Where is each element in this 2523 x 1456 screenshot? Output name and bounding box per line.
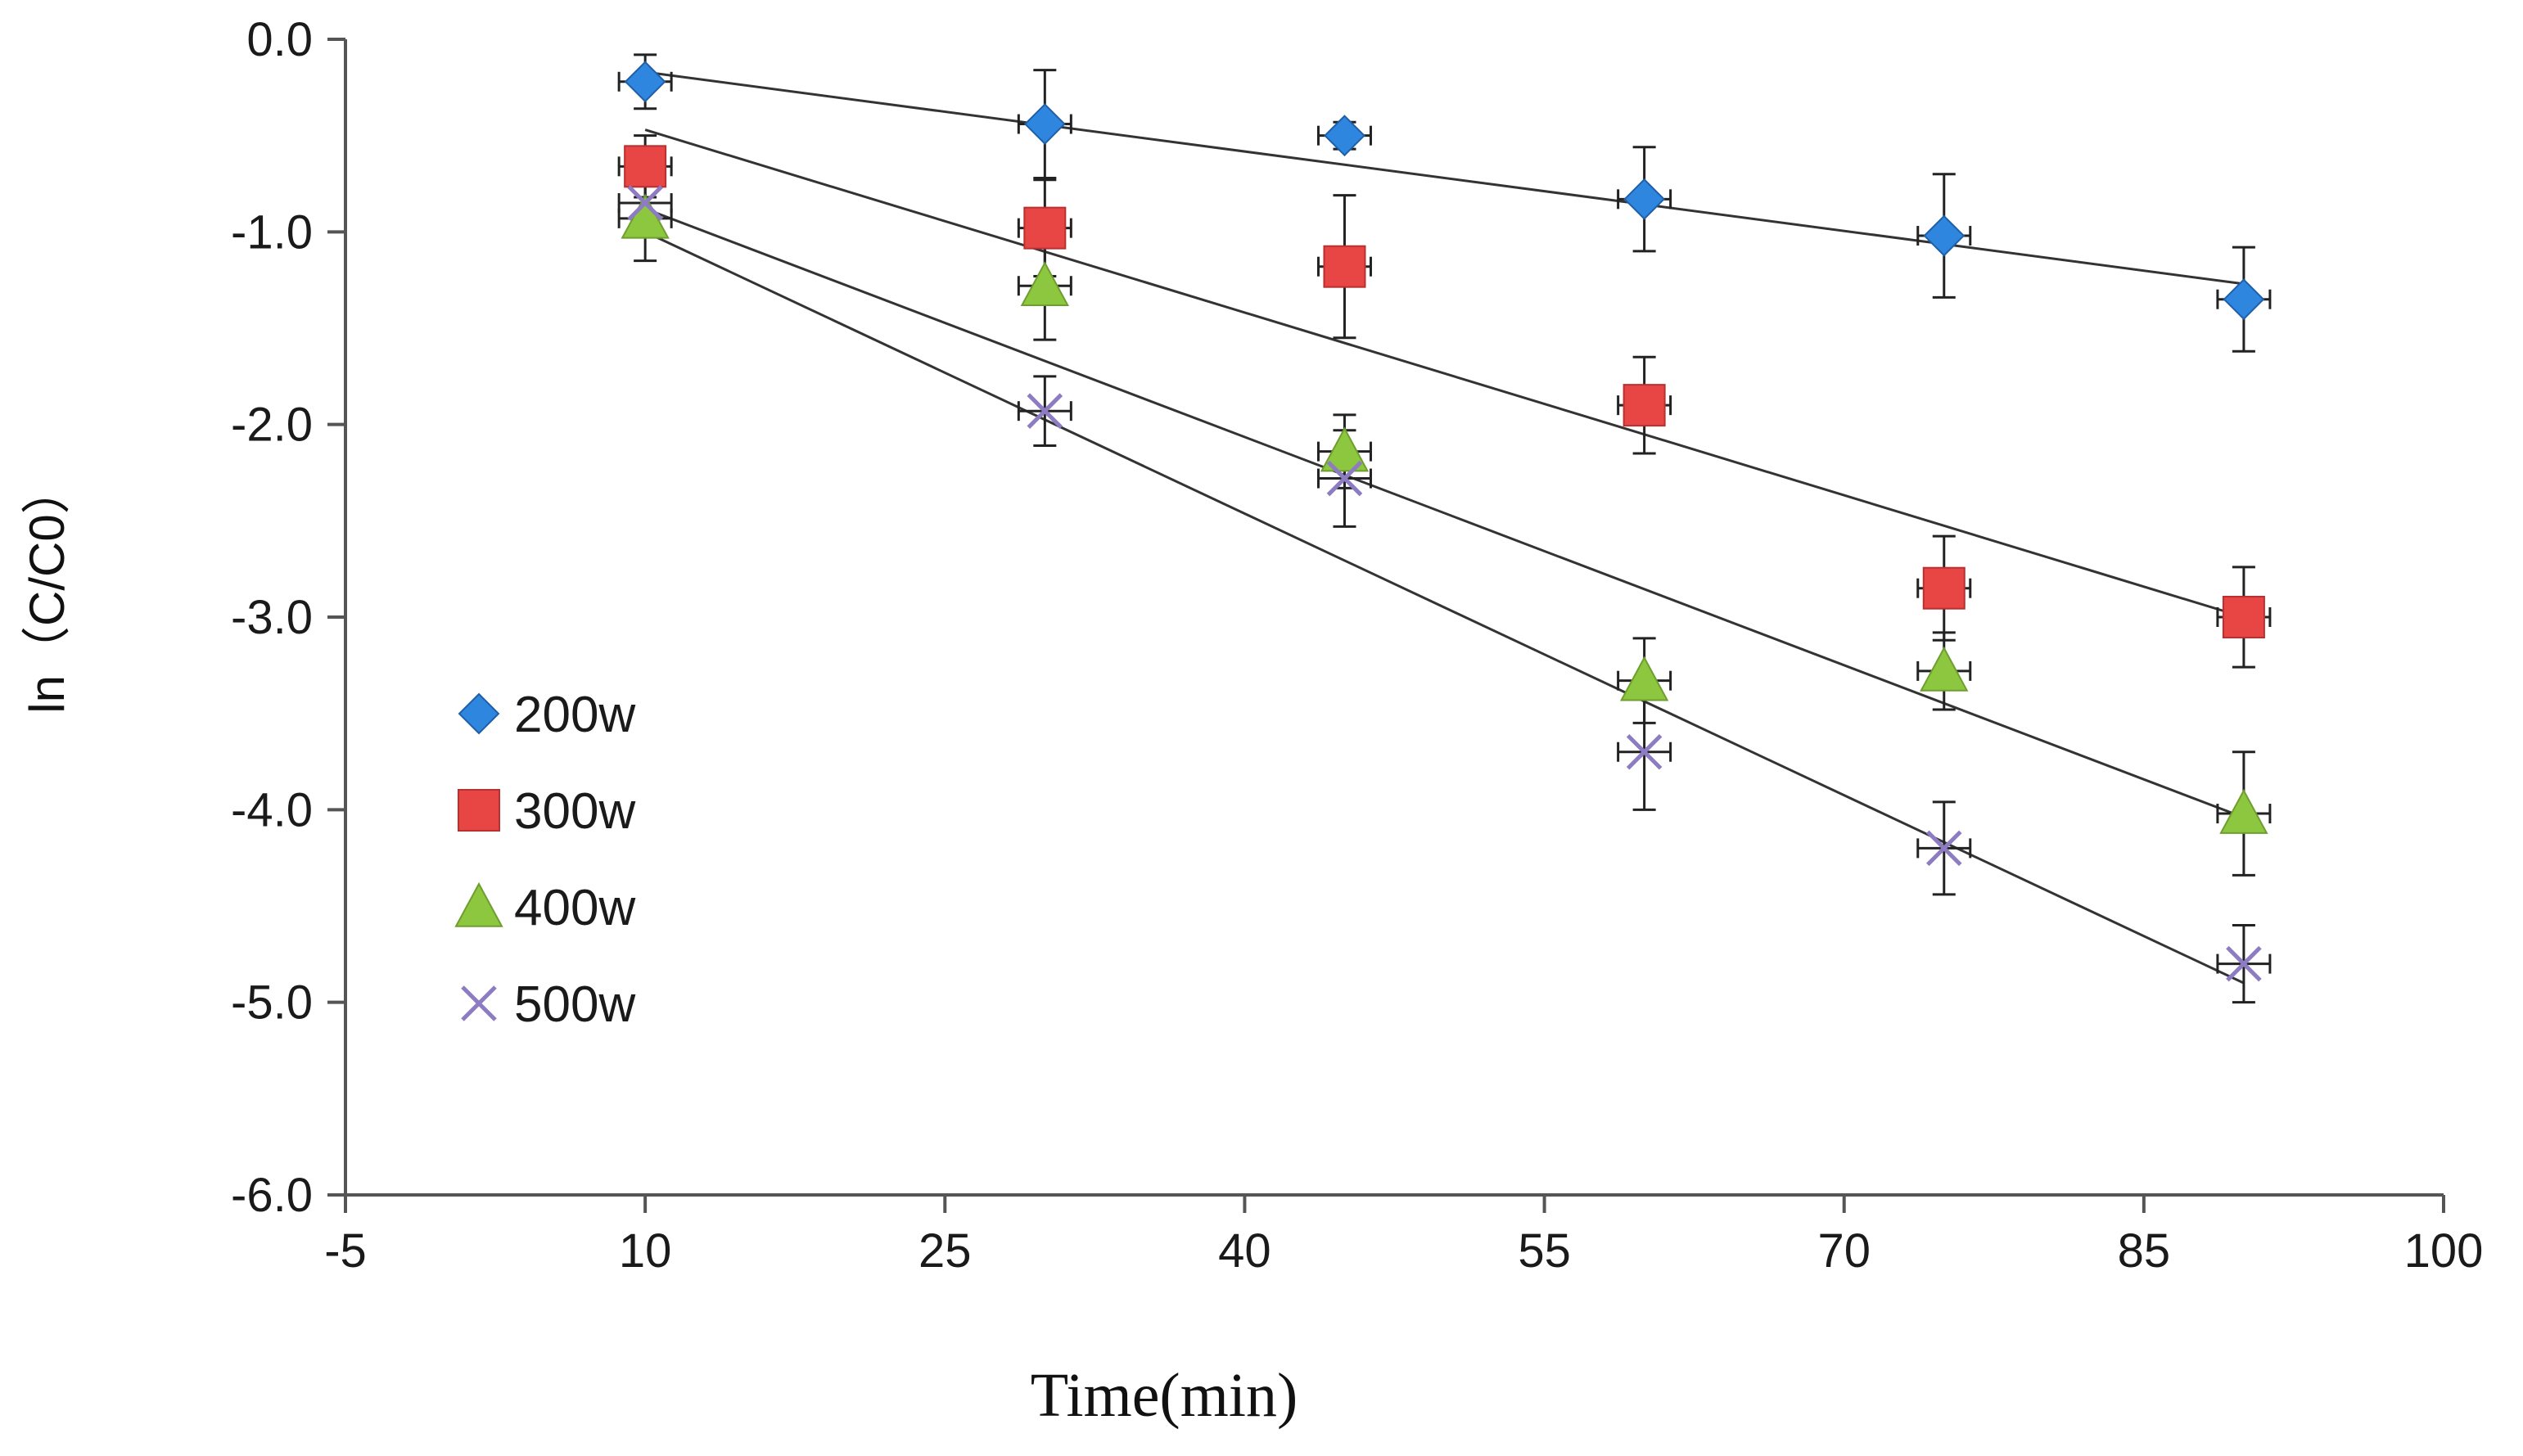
diamond-marker	[1324, 115, 1365, 157]
x-marker-stroke	[1326, 460, 1363, 497]
legend-item-400w: 400w	[454, 880, 635, 936]
legend-marker-400w	[454, 881, 503, 927]
y-tick-label: -2.0	[231, 399, 313, 452]
y-tick-label: -5.0	[231, 976, 313, 1030]
y-tick-label: -6.0	[231, 1169, 313, 1222]
diamond-marker	[1923, 214, 1966, 257]
data-point-400w	[1020, 261, 1070, 307]
fit-line-400w	[644, 207, 2245, 819]
data-point-200w	[2223, 278, 2265, 321]
x-tick-label: 85	[2118, 1224, 2171, 1278]
data-point-200w	[1023, 103, 1066, 145]
data-point-500w	[1925, 830, 1962, 867]
triangle-marker	[2219, 788, 2268, 834]
fit-line-200w	[644, 70, 2245, 286]
data-point-500w	[1626, 733, 1663, 770]
x-tick-label: 100	[2404, 1224, 2484, 1278]
legend-item-500w: 500w	[461, 976, 635, 1033]
data-point-300w	[2222, 596, 2265, 638]
fit-lines	[644, 70, 2245, 985]
fit-line-300w	[644, 128, 2245, 619]
y-tick-label: -1.0	[231, 205, 313, 259]
diamond-marker	[624, 61, 666, 103]
data-point-300w	[1323, 245, 1366, 288]
diamond-marker	[2223, 278, 2265, 321]
diamond-marker	[1023, 103, 1066, 145]
legend-label-500w: 500w	[514, 976, 635, 1033]
data-point-500w	[627, 185, 663, 221]
square-marker	[2222, 596, 2265, 638]
legend: 200w 300w 400w 500w	[454, 687, 635, 1033]
x-tick-label: 40	[1218, 1224, 1271, 1278]
square-marker	[458, 789, 500, 832]
legend-label-200w: 200w	[514, 687, 635, 743]
legend-label-400w: 400w	[514, 880, 635, 936]
triangle-marker	[1619, 656, 1669, 701]
data-point-200w	[1623, 178, 1666, 220]
legend-item-200w: 200w	[458, 687, 635, 743]
square-marker	[1623, 384, 1666, 427]
square-marker	[624, 145, 667, 188]
diamond-marker	[1623, 178, 1666, 220]
x-tick-label: 55	[1518, 1224, 1571, 1278]
fit-line-500w	[644, 230, 2245, 985]
legend-marker-300w	[458, 789, 500, 832]
data-point-300w	[1922, 566, 1966, 610]
y-tick-label: -3.0	[231, 591, 313, 644]
x-marker-stroke	[461, 985, 497, 1021]
legend-marker-200w	[458, 692, 500, 735]
square-marker	[1922, 566, 1966, 610]
triangle-marker	[1320, 426, 1370, 472]
axes: 0.0 -1.0 -2.0 -3.0 -4.0 -5.0 -6.0-5 10 25 40 55 70 8…	[231, 13, 2483, 1278]
y-tick-label: 0.0	[246, 13, 313, 66]
data-point-500w	[1027, 393, 1063, 429]
x-marker-stroke	[1626, 733, 1663, 770]
legend-item-300w: 300w	[458, 783, 635, 840]
x-tick-label: 70	[1817, 1224, 1871, 1278]
data-point-200w	[1324, 115, 1365, 157]
data-point-500w	[1326, 460, 1363, 497]
x-tick-label: 10	[619, 1224, 672, 1278]
data-point-300w	[1623, 384, 1666, 427]
triangle-marker	[1920, 646, 1969, 692]
data-point-300w	[1023, 206, 1067, 250]
square-marker	[1323, 245, 1366, 288]
data-point-500w	[2226, 945, 2262, 982]
x-tick-label: -5	[324, 1224, 367, 1278]
data-point-200w	[1923, 214, 1966, 257]
x-axis-title: Time(min)	[1031, 1361, 1298, 1430]
legend-marker-500w	[461, 985, 497, 1021]
data-point-400w	[1619, 656, 1669, 701]
x-marker-stroke	[1027, 393, 1063, 429]
data-point-300w	[624, 145, 667, 188]
data-markers	[621, 61, 2268, 982]
y-tick-label: -4.0	[231, 783, 313, 836]
data-point-200w	[624, 61, 666, 103]
x-marker-stroke	[1925, 830, 1962, 867]
square-marker	[1023, 206, 1067, 250]
data-point-400w	[1920, 646, 1969, 692]
data-point-400w	[1320, 426, 1370, 472]
y-axis-title: ln（C/C0）	[20, 465, 74, 713]
diamond-marker	[458, 692, 500, 735]
legend-label-300w: 300w	[514, 783, 635, 840]
triangle-marker	[1020, 261, 1070, 307]
x-marker-stroke	[627, 185, 663, 221]
x-tick-label: 25	[918, 1224, 972, 1278]
triangle-marker	[454, 881, 503, 927]
data-point-400w	[2219, 788, 2268, 834]
x-marker-stroke	[2226, 945, 2262, 982]
